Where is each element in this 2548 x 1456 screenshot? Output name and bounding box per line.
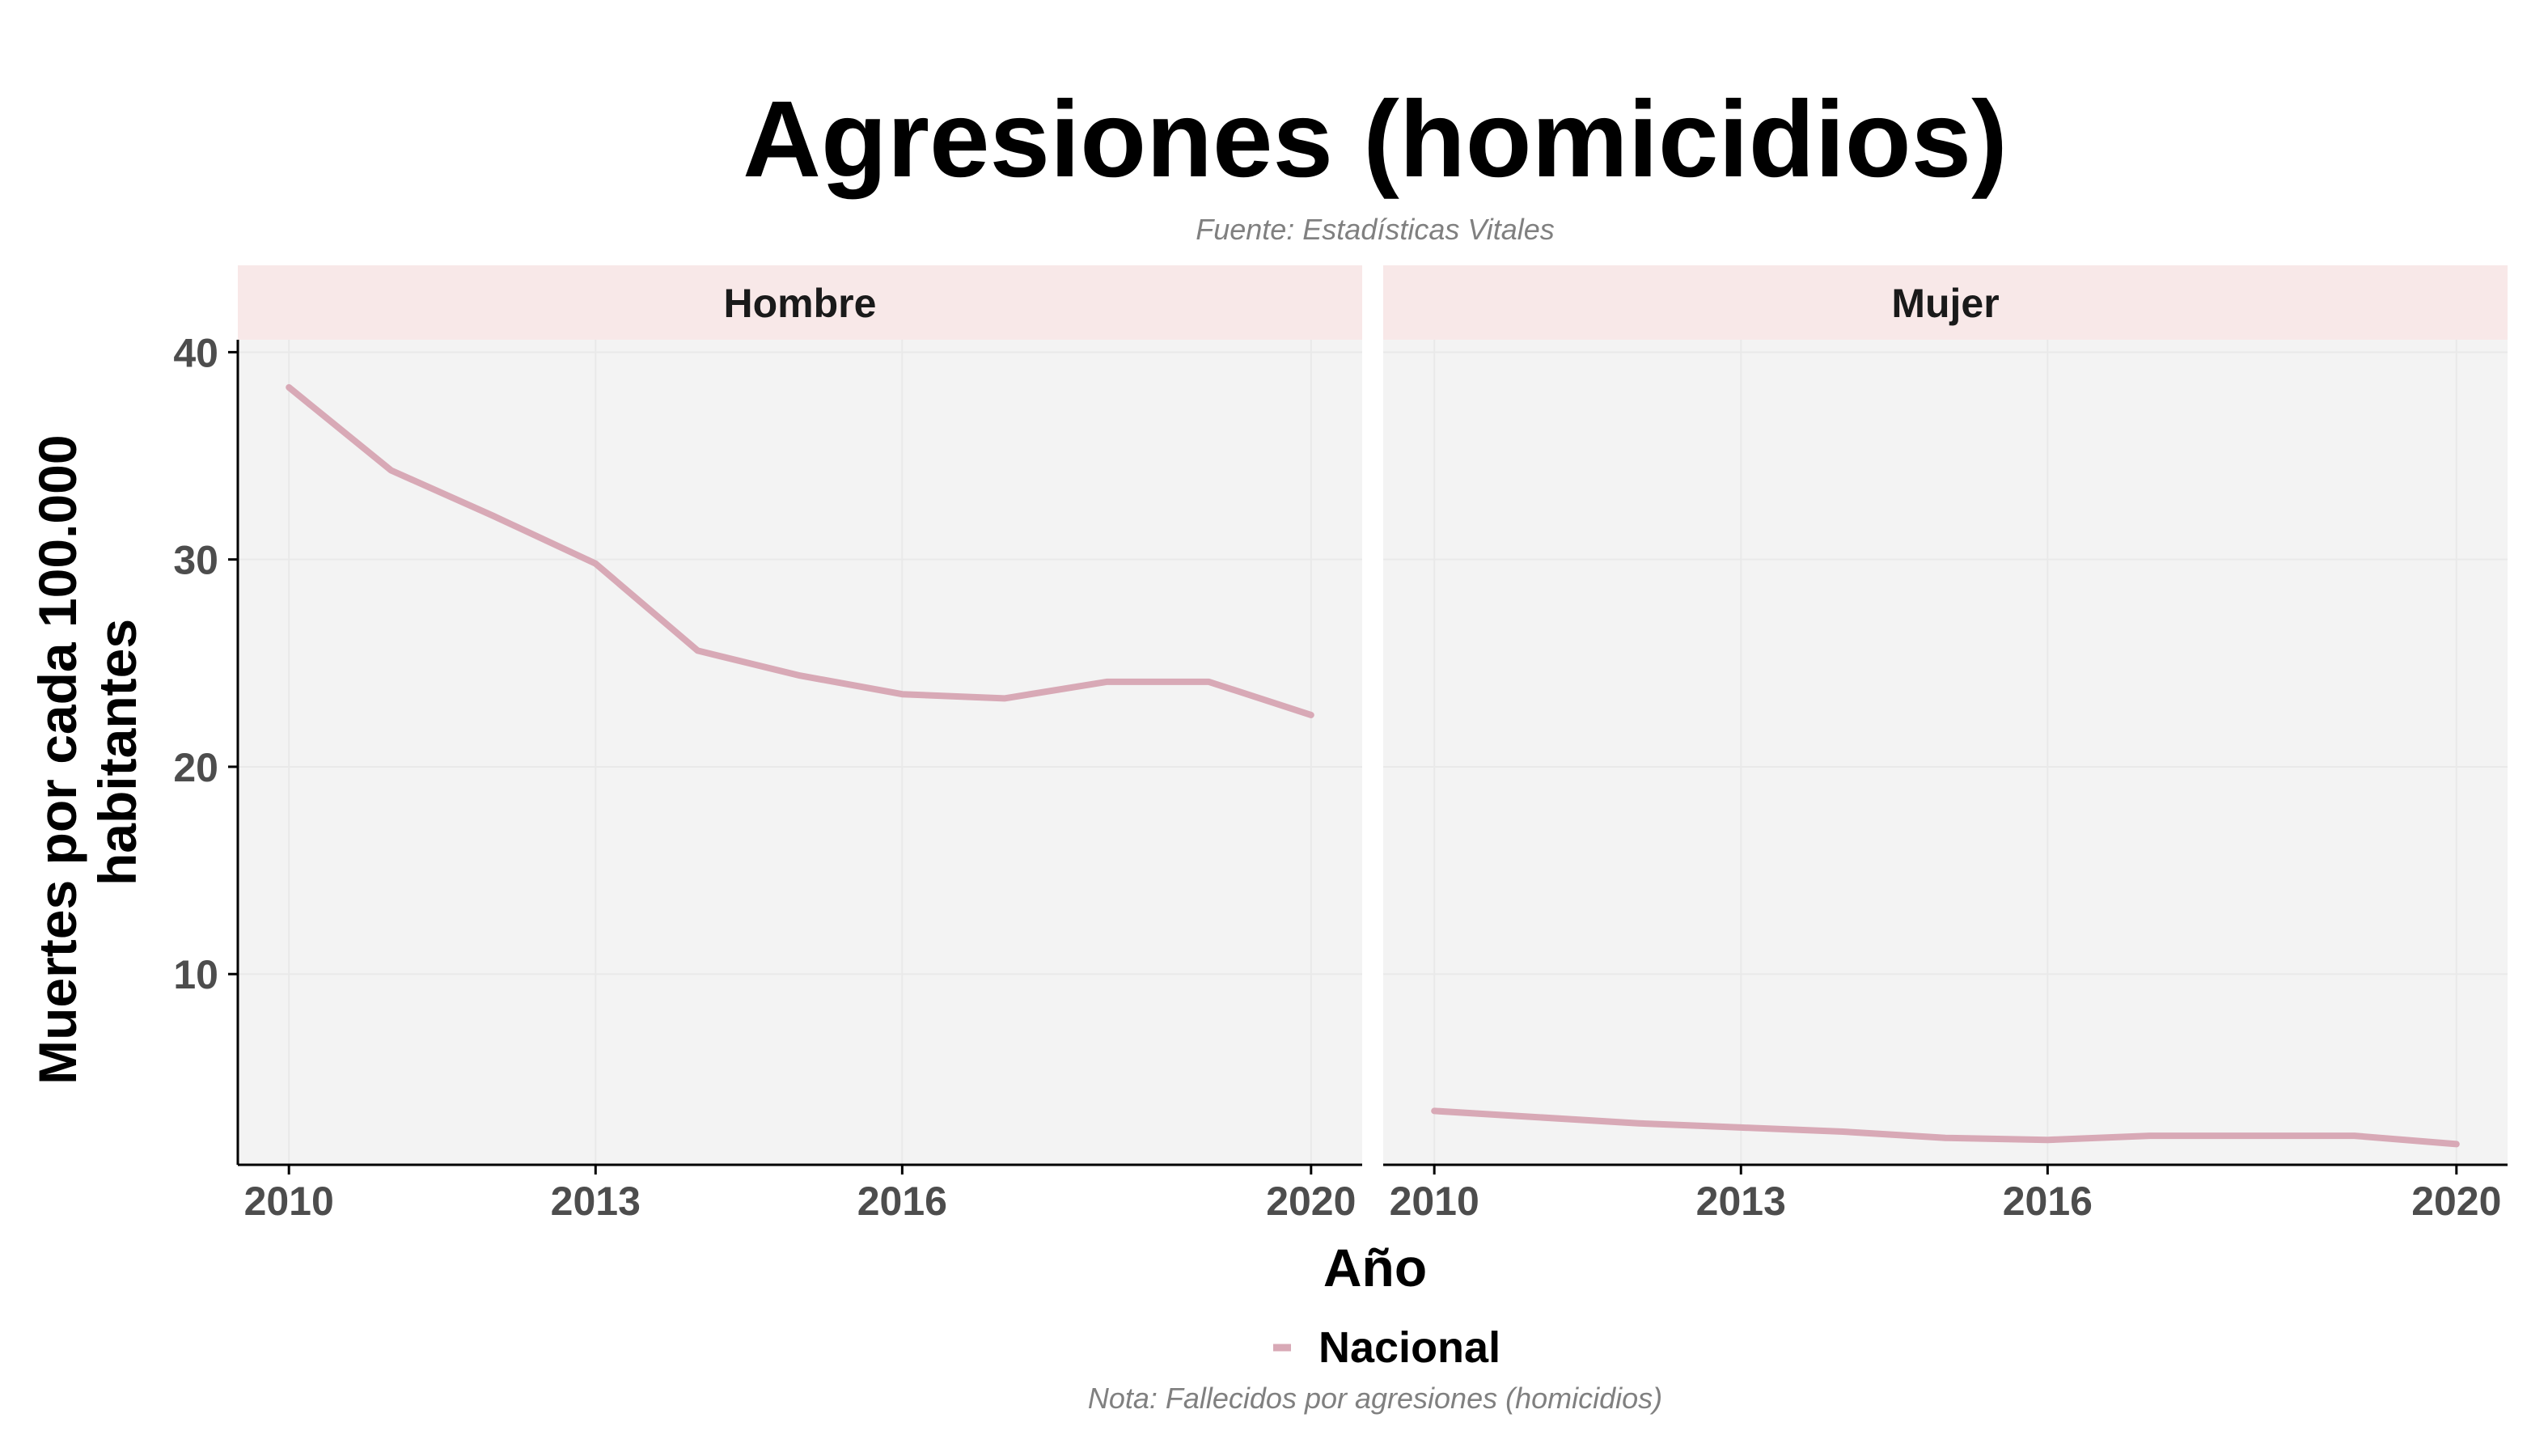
- x-tick-label: 2020: [2411, 1179, 2501, 1224]
- y-axis: 10 20 30 40: [173, 330, 239, 1165]
- y-tick-label: 20: [173, 745, 218, 790]
- y-axis-title-line-2: habitantes: [87, 619, 147, 886]
- series-line-nacional-mujer: [1431, 1107, 2460, 1148]
- chart-caption: Nota: Fallecidos por agresiones (homicid…: [1088, 1382, 1662, 1415]
- facet-panel-mujer: Mujer: [1383, 265, 2508, 1166]
- x-tick-label: 2010: [1390, 1179, 1479, 1224]
- facet-strip: [1383, 265, 2508, 340]
- y-tick-label: 40: [173, 330, 218, 375]
- legend-label-nacional: Nacional: [1318, 1323, 1500, 1372]
- y-axis-title: Muertes por cada 100.000 habitantes: [28, 420, 147, 1085]
- facet-strip-label: Hombre: [724, 281, 877, 326]
- series-line-nacional-hombre: [286, 383, 1314, 718]
- x-axis: 2010 2013 2016 2020 2010 2013 2016 2020: [244, 1165, 2501, 1224]
- x-tick-label: 2013: [551, 1179, 641, 1224]
- x-tick-label: 2016: [2003, 1179, 2093, 1224]
- y-tick-label: 10: [173, 952, 218, 997]
- x-tick-label: 2016: [857, 1179, 947, 1224]
- x-axis-title: Año: [1323, 1238, 1427, 1297]
- y-tick-label: 30: [173, 538, 218, 583]
- x-tick-label: 2020: [1266, 1179, 1356, 1224]
- facet-strip: [238, 265, 1362, 340]
- facet-panel-hombre: Hombre: [238, 265, 1362, 1166]
- chart-subtitle: Fuente: Estadísticas Vitales: [1196, 213, 1555, 246]
- chart-title: Agresiones (homicidios): [743, 79, 2008, 200]
- facet-strip-label: Mujer: [1891, 281, 1999, 326]
- y-axis-title-line-1: Muertes por cada 100.000: [28, 434, 87, 1084]
- legend: Nacional: [1273, 1323, 1500, 1372]
- facet-panels: Hombre Mujer: [238, 265, 2508, 1166]
- panel-background: [1383, 340, 2508, 1165]
- panel-background: [238, 340, 1362, 1165]
- x-tick-label: 2013: [1696, 1179, 1786, 1224]
- x-tick-label: 2010: [244, 1179, 334, 1224]
